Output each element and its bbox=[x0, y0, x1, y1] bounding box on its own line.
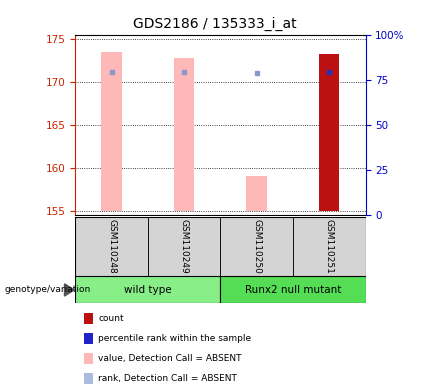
Text: GDS2186 / 135333_i_at: GDS2186 / 135333_i_at bbox=[133, 17, 297, 31]
Bar bbox=[293, 217, 366, 276]
Text: GSM110251: GSM110251 bbox=[325, 219, 334, 274]
Bar bbox=[75, 217, 148, 276]
Bar bbox=[174, 58, 194, 211]
Text: genotype/variation: genotype/variation bbox=[4, 285, 91, 295]
Polygon shape bbox=[64, 284, 74, 296]
Bar bbox=[101, 52, 122, 211]
Bar bbox=[75, 276, 221, 303]
Text: count: count bbox=[98, 314, 124, 323]
Text: GSM110250: GSM110250 bbox=[252, 219, 261, 274]
Text: percentile rank within the sample: percentile rank within the sample bbox=[98, 334, 252, 343]
Text: Runx2 null mutant: Runx2 null mutant bbox=[245, 285, 341, 295]
Bar bbox=[221, 217, 293, 276]
Bar bbox=[319, 54, 339, 211]
Text: wild type: wild type bbox=[124, 285, 172, 295]
Text: value, Detection Call = ABSENT: value, Detection Call = ABSENT bbox=[98, 354, 242, 363]
Bar bbox=[148, 217, 220, 276]
Text: GSM110248: GSM110248 bbox=[107, 219, 116, 274]
Bar bbox=[221, 276, 366, 303]
Bar bbox=[246, 176, 267, 211]
Text: GSM110249: GSM110249 bbox=[180, 219, 189, 274]
Text: rank, Detection Call = ABSENT: rank, Detection Call = ABSENT bbox=[98, 374, 237, 383]
